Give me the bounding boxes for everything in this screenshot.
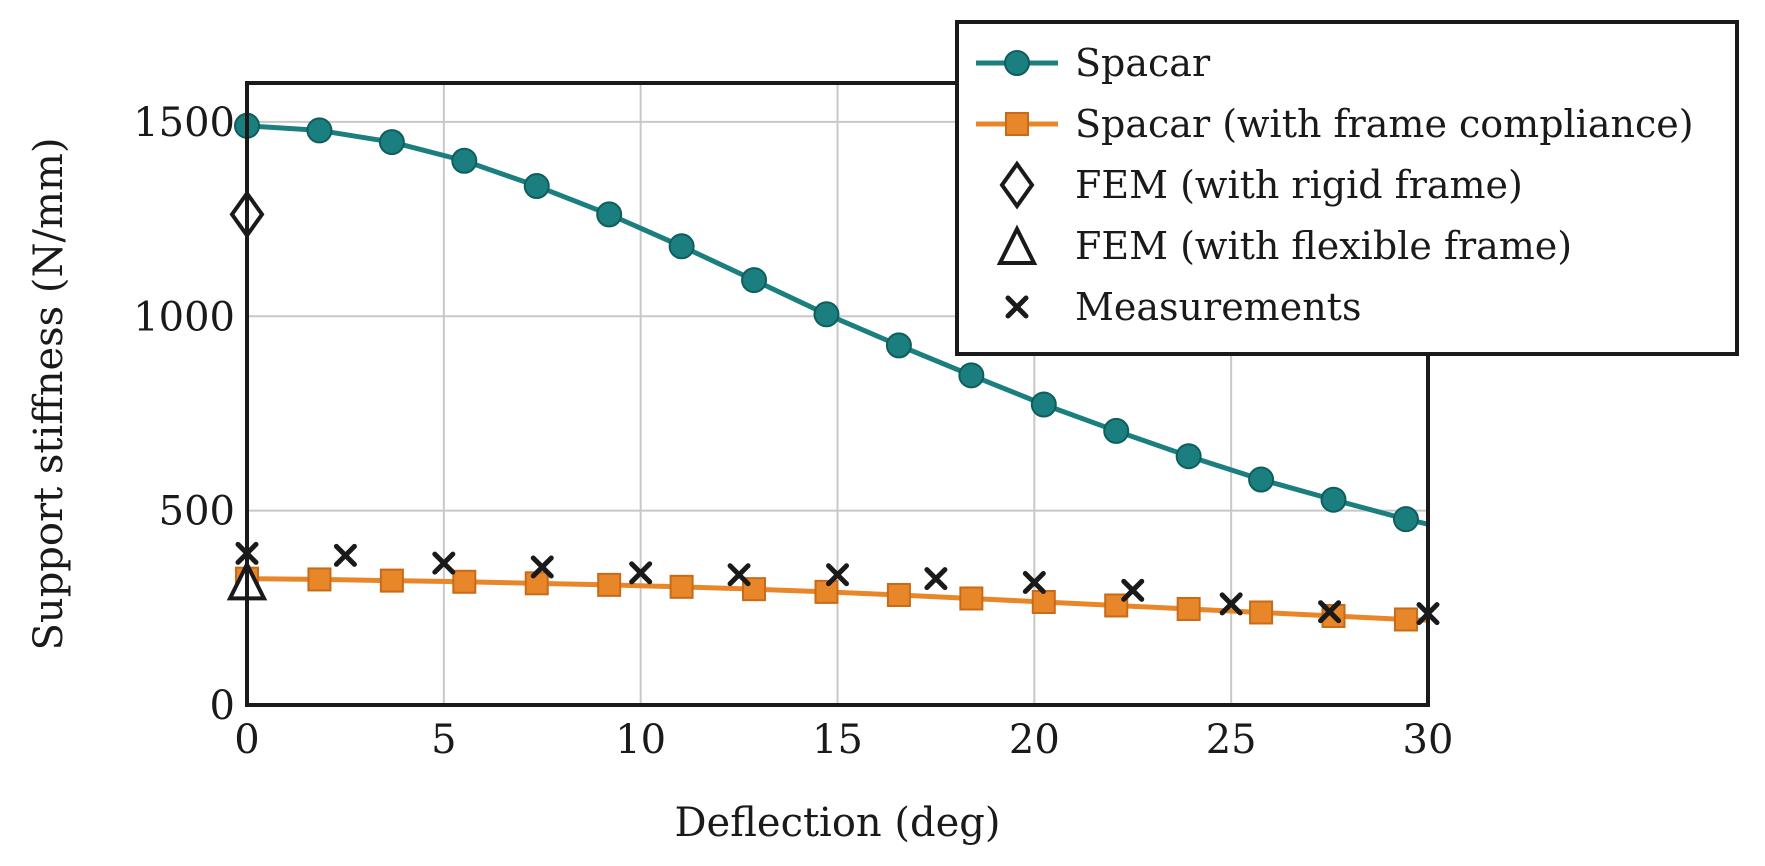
cross-marker xyxy=(826,563,849,587)
square-marker xyxy=(379,568,404,593)
cross-stroke xyxy=(629,561,653,585)
x-tick-label: 25 xyxy=(1206,717,1257,763)
square-marker xyxy=(886,582,911,607)
cross-stroke xyxy=(826,563,849,587)
plot-frame xyxy=(245,81,1430,707)
circle-marker xyxy=(451,147,478,174)
cross-stroke xyxy=(1022,571,1046,595)
legend-label: Spacar xyxy=(1075,41,1211,85)
square-marker xyxy=(669,574,694,599)
circle-marker xyxy=(668,233,695,260)
cross-stroke xyxy=(1219,592,1243,616)
square-marker xyxy=(1249,600,1274,625)
y-tick-label: 1000 xyxy=(133,294,235,340)
series-line xyxy=(246,576,1429,623)
x-tick-label: 0 xyxy=(234,717,259,763)
x-tick-label: 20 xyxy=(1009,717,1060,763)
circle-marker xyxy=(1175,443,1202,470)
cross-stroke xyxy=(432,551,456,575)
cross-stroke xyxy=(1005,295,1029,319)
circle-marker xyxy=(741,267,768,294)
y-tick-label: 0 xyxy=(210,683,235,729)
legend: Spacar Spacar (with frame compliance) FEM … xyxy=(955,20,1739,356)
circle-marker xyxy=(885,332,912,359)
circle-marker xyxy=(1103,417,1130,444)
cross-marker xyxy=(530,555,554,579)
circle-marker xyxy=(1392,506,1419,533)
legend-cross-marker xyxy=(1005,295,1029,319)
x-tick-label: 30 xyxy=(1403,717,1454,763)
cross-stroke xyxy=(1121,578,1145,602)
cross-marker xyxy=(1022,571,1046,595)
cross-stroke xyxy=(333,543,357,567)
legend-label: FEM (with flexible frame) xyxy=(1075,224,1572,268)
legend-label: Spacar (with frame compliance) xyxy=(1075,102,1694,146)
cross-marker xyxy=(1219,592,1243,616)
y-tick-label: 1500 xyxy=(133,100,235,146)
square-marker xyxy=(814,579,839,604)
square-marker xyxy=(959,586,984,611)
x-tick-label: 15 xyxy=(812,717,863,763)
square-marker xyxy=(452,569,477,594)
square-marker xyxy=(1393,607,1418,632)
legend-box xyxy=(955,20,1739,356)
circle-marker xyxy=(1248,466,1275,493)
legend-item: FEM (with flexible frame) xyxy=(996,224,1572,268)
cross-marker xyxy=(1121,578,1145,602)
circle-marker xyxy=(378,129,405,156)
cross-marker xyxy=(333,543,357,567)
circle-marker xyxy=(958,362,985,389)
x-tick-label: 10 xyxy=(615,717,666,763)
legend-diamond-marker xyxy=(999,160,1035,210)
legend-triangle-marker xyxy=(996,224,1038,265)
series-4 xyxy=(235,541,1440,626)
cross-marker xyxy=(629,561,653,585)
legend-square-marker xyxy=(1005,112,1029,136)
square-marker xyxy=(597,572,622,597)
square-marker xyxy=(1176,596,1201,621)
circle-marker xyxy=(813,301,840,328)
cross-stroke xyxy=(530,555,554,579)
cross-stroke xyxy=(1318,600,1342,624)
legend-item: Spacar xyxy=(976,41,1211,85)
y-axis-label: Support stiffness (N/mm) xyxy=(26,138,72,651)
square-marker xyxy=(1031,589,1056,614)
circle-marker xyxy=(1320,486,1347,513)
circle-marker xyxy=(523,173,550,200)
legend-label: Measurements xyxy=(1075,285,1361,329)
circle-marker xyxy=(596,201,623,228)
circle-marker xyxy=(1030,391,1057,418)
legend-circle-marker xyxy=(1004,50,1030,76)
series-0 xyxy=(234,112,1429,533)
series-1 xyxy=(235,566,1429,632)
cross-stroke xyxy=(924,567,948,591)
cross-stroke xyxy=(727,563,751,587)
cross-marker xyxy=(924,567,948,591)
circle-marker xyxy=(306,117,333,144)
x-tick-label: 5 xyxy=(431,717,456,763)
y-tick-label: 500 xyxy=(159,489,235,535)
legend-item: Spacar (with frame compliance) xyxy=(976,102,1694,146)
legend-item: FEM (with rigid frame) xyxy=(999,160,1523,210)
cross-marker xyxy=(727,563,751,587)
legend-label: FEM (with rigid frame) xyxy=(1075,163,1523,207)
square-marker xyxy=(307,567,332,592)
tick-labels: 0 5 10 15 20 25 30 0 500 1000 1500 xyxy=(133,100,1453,763)
cross-marker xyxy=(1318,600,1342,624)
cross-marker xyxy=(432,551,456,575)
legend-item: Measurements xyxy=(1005,285,1361,329)
x-axis-label: Deflection (deg) xyxy=(674,800,1000,846)
